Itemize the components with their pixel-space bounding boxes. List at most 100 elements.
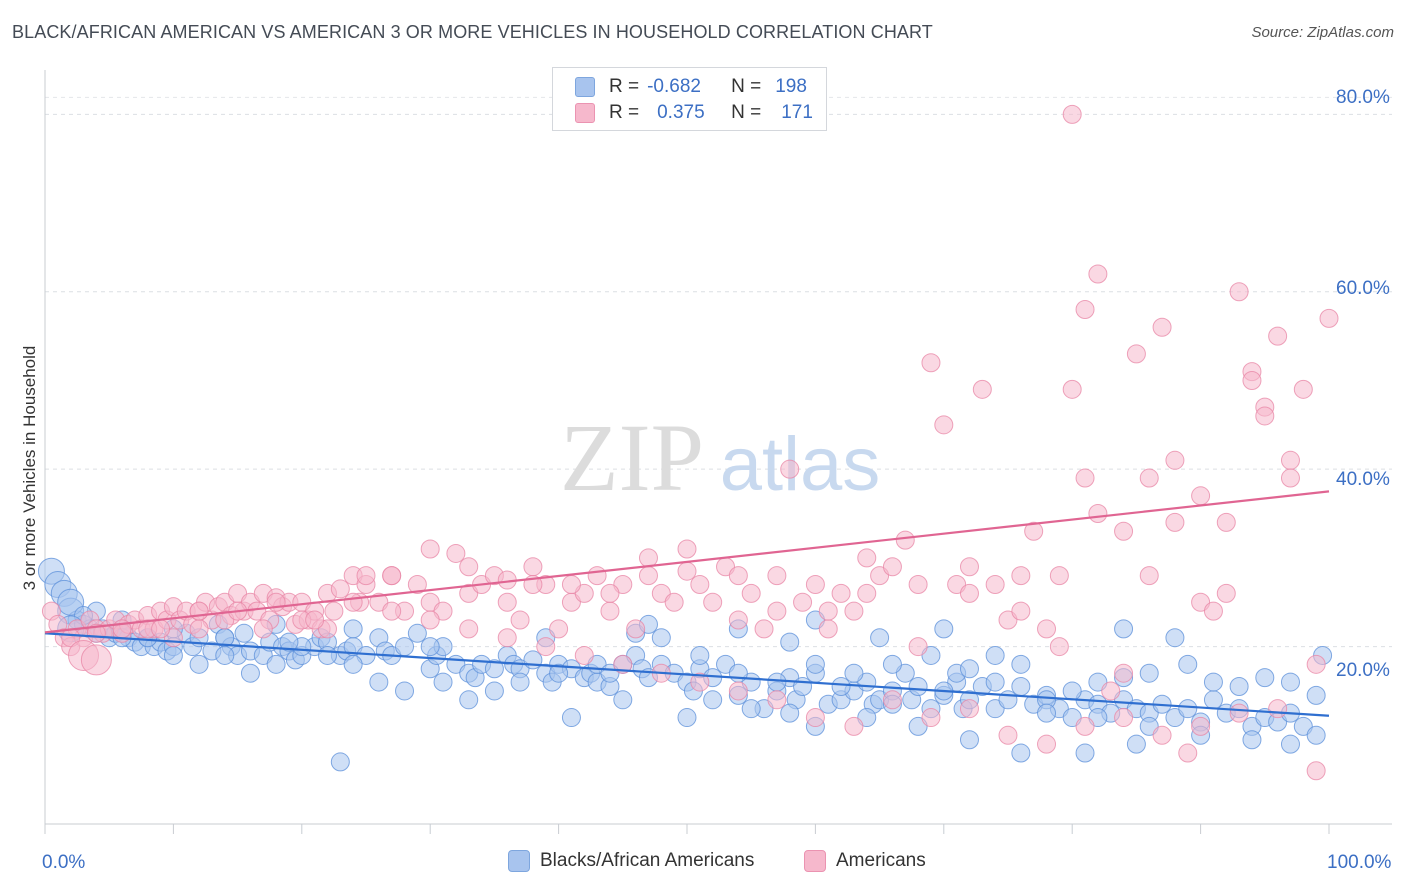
data-point [1203,690,1223,710]
data-point [1075,716,1095,736]
data-point [407,623,427,643]
data-point [1075,300,1095,320]
data-point [1011,743,1031,763]
data-point [1280,450,1300,470]
data-point [934,415,954,435]
data-point [882,557,902,577]
data-point [1191,486,1211,506]
data-point [1152,725,1172,745]
legend-swatch-blacks [575,77,595,97]
data-point [638,566,658,586]
data-point [382,601,402,621]
data-point [703,690,723,710]
data-point [882,654,902,674]
data-point [1306,654,1326,674]
data-point [420,539,440,559]
data-point [985,672,1005,692]
x-tick-100: 100.0% [1327,852,1392,873]
legend-n-value: 171 [781,102,813,123]
data-point [1229,703,1249,723]
data-point [523,557,543,577]
data-point [677,539,697,559]
data-point [1293,379,1313,399]
data-point [728,610,748,630]
data-point [395,681,415,701]
data-point [818,601,838,621]
data-point [959,699,979,719]
data-point [523,650,543,670]
data-point [1178,743,1198,763]
data-point [189,619,209,639]
data-point [1075,468,1095,488]
data-point [985,574,1005,594]
data-point [587,566,607,586]
data-point [1152,317,1172,337]
y-tick-60: 60.0% [1336,278,1390,299]
data-point [1101,681,1121,701]
data-point [459,557,479,577]
legend-swatch-americans [575,103,595,123]
y-axis-label: 3 or more Vehicles in Household [20,345,39,591]
data-point [1165,628,1185,648]
data-point [1139,663,1159,683]
legend-r-value: -0.682 [647,76,701,97]
data-point [1178,654,1198,674]
data-point [780,632,800,652]
data-point [1268,699,1288,719]
data-point [1178,699,1198,719]
legend-item-blacks[interactable]: Blacks/African Americans [508,850,754,872]
data-point [793,677,813,697]
axes [44,70,1392,834]
data-point [1062,379,1082,399]
data-point [882,690,902,710]
legend-row-blacks: R = -0.682 N = 198 [575,74,807,100]
data-point [1139,468,1159,488]
data-point [1114,619,1134,639]
series-legend: Blacks/African Americans Americans [0,850,1406,880]
data-point [1037,734,1057,754]
data-point [1126,734,1146,754]
data-point [1165,450,1185,470]
trend-line-1 [44,490,1330,634]
data-point [1011,601,1031,621]
data-point [805,654,825,674]
data-point [420,637,440,657]
data-point [831,583,851,603]
data-point [613,690,633,710]
data-point [741,699,761,719]
stats-legend: R = -0.682 N = 198 R = 0.375 N = 171 [552,67,827,131]
source-label: Source: ZipAtlas.com [1251,24,1394,41]
data-point [870,628,890,648]
data-point [728,681,748,701]
data-point [1126,344,1146,364]
data-point [305,610,325,630]
trend-lines [44,490,1330,717]
data-point [420,610,440,630]
data-point [407,574,427,594]
legend-label-blacks: Blacks/African Americans [540,850,755,871]
legend-item-americans[interactable]: Americans [804,850,926,872]
y-tick-80: 80.0% [1336,87,1390,108]
data-point [1268,326,1288,346]
data-point [574,645,594,665]
trend-line-0 [44,632,1330,717]
data-point [934,619,954,639]
data-point [1319,308,1339,328]
data-point [1114,708,1134,728]
data-point [1139,566,1159,586]
watermark-zip: ZIP [560,404,704,511]
data-point [805,708,825,728]
data-point [805,574,825,594]
data-point [1011,566,1031,586]
data-point [433,672,453,692]
data-point [356,566,376,586]
data-point [857,583,877,603]
data-point [728,663,748,683]
data-point [1203,672,1223,692]
legend-n-label: N = [731,102,762,123]
data-point [1280,468,1300,488]
data-point [728,566,748,586]
y-tick-20: 20.0% [1336,660,1390,681]
data-point [908,677,928,697]
data-point [240,663,260,683]
